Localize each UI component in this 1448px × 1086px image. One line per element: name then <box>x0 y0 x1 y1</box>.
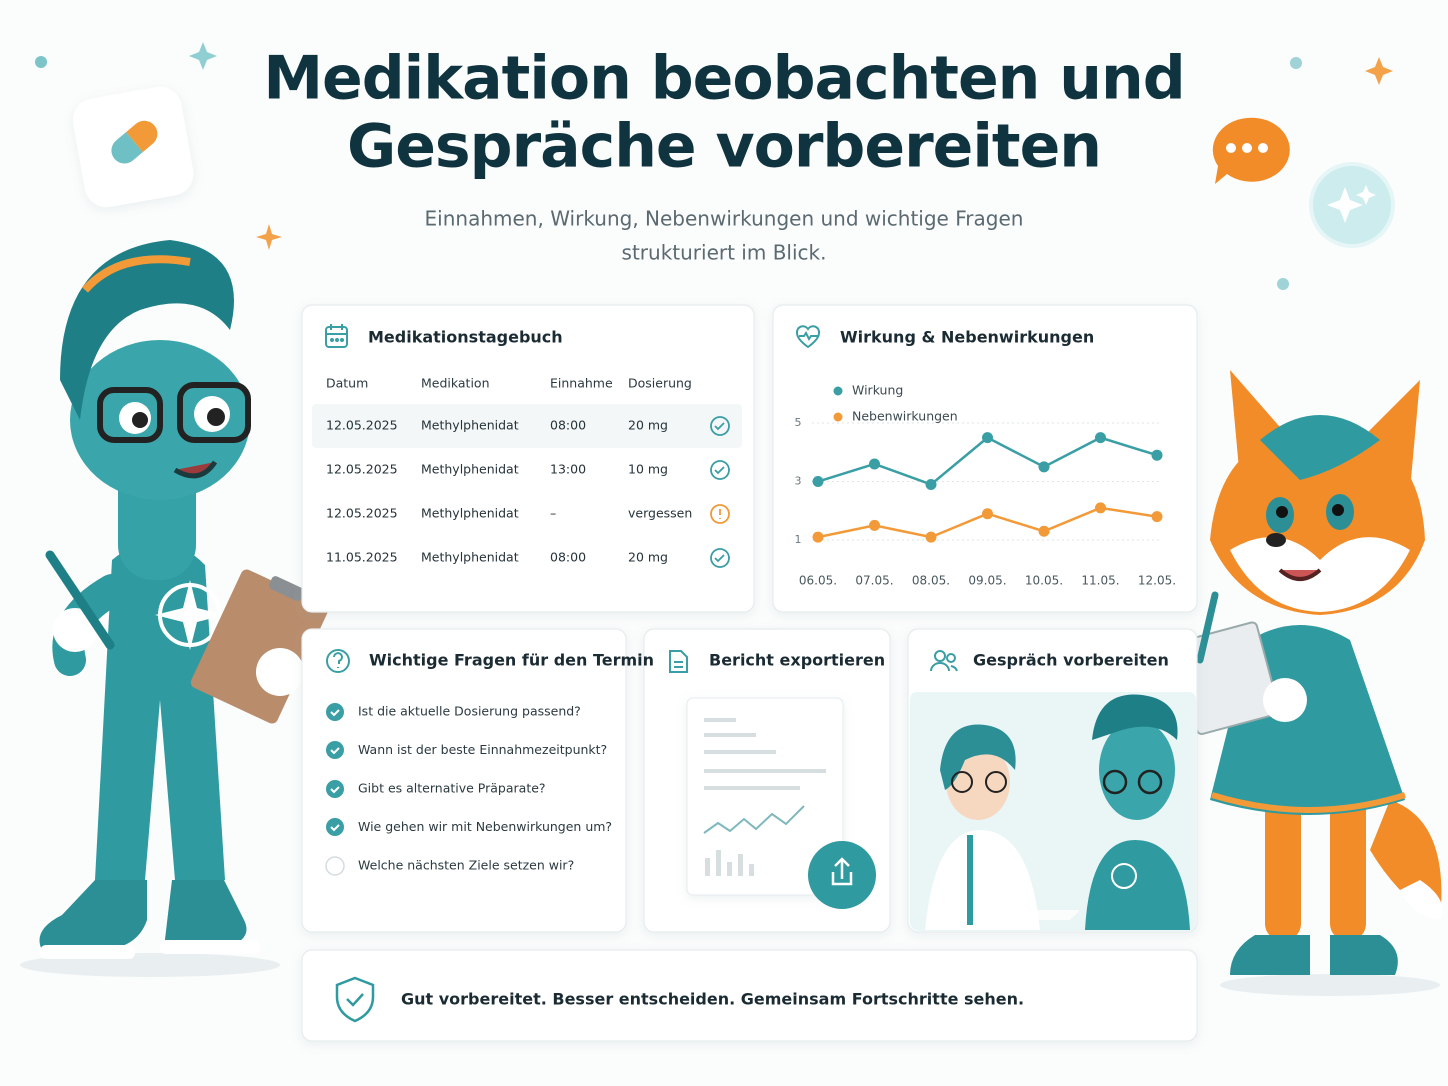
question: Gibt es alternative Präparate? <box>358 781 546 796</box>
data-point <box>1151 511 1163 523</box>
chart: 1 3 5 06.05. 07.05. 08.05. 09.05. 10.05. 11.05. 1… <box>795 383 1177 588</box>
table-cell: Methylphenidat <box>421 550 519 565</box>
table-cell: 08:00 <box>550 550 586 565</box>
y-tick-label: 1 <box>795 533 802 546</box>
table-cell: 11.05.2025 <box>326 550 398 565</box>
question-icon <box>326 649 350 673</box>
question: Welche nächsten Ziele setzen wir? <box>358 858 574 873</box>
calendar-icon <box>325 324 348 348</box>
table-cell: – <box>550 506 556 521</box>
card-title: Bericht exportieren <box>709 651 885 670</box>
x-tick-label: 08.05. <box>912 574 950 588</box>
data-point <box>982 508 993 520</box>
footer-text: Gut vorbereitet. Besser entscheiden. Gem… <box>401 990 1024 1009</box>
data-point <box>925 478 937 490</box>
data-point <box>1095 432 1106 444</box>
x-tick-label: 09.05. <box>968 574 1006 588</box>
question: Wann ist der beste Einnahmezeitpunkt? <box>358 742 607 757</box>
question: Ist die aktuelle Dosierung passend? <box>358 704 581 719</box>
y-tick-label: 5 <box>795 416 802 429</box>
table-cell: Methylphenidat <box>421 418 519 433</box>
data-point <box>982 432 993 444</box>
row-highlight <box>312 404 742 448</box>
column-header: Einnahme <box>550 376 613 391</box>
card-title: Gespräch vorbereiten <box>973 651 1169 670</box>
subtitle-line: strukturiert im Blick. <box>622 241 827 265</box>
table-cell: 08:00 <box>550 418 586 433</box>
x-tick-label: 07.05. <box>855 574 893 588</box>
y-tick-label: 3 <box>795 475 802 488</box>
question: Wie gehen wir mit Nebenwirkungen um? <box>358 819 612 834</box>
legend-marker <box>833 412 843 422</box>
column-header: Dosierung <box>628 376 692 391</box>
table-cell: Methylphenidat <box>421 506 519 521</box>
x-tick-label: 10.05. <box>1025 574 1063 588</box>
legend-marker <box>833 386 843 396</box>
data-point <box>812 531 824 543</box>
x-tick-label: 12.05. <box>1138 574 1176 588</box>
table-cell: 20 mg <box>628 550 668 565</box>
card-title: Medikationstagebuch <box>368 328 563 347</box>
data-point <box>1095 502 1106 514</box>
table-cell: 13:00 <box>550 462 586 477</box>
people-icon <box>930 650 958 672</box>
question-markers <box>325 703 345 876</box>
conversation-illustration <box>910 692 1196 931</box>
data-point <box>1151 449 1163 461</box>
card-title: Wichtige Fragen für den Termin <box>369 651 654 670</box>
table-cell: Methylphenidat <box>421 462 519 477</box>
table-cell: 20 mg <box>628 418 668 433</box>
table-cell: 10 mg <box>628 462 668 477</box>
table-cell: 12.05.2025 <box>326 462 398 477</box>
teal-character <box>20 240 328 977</box>
subtitle-line: Einnahmen, Wirkung, Nebenwirkungen und w… <box>425 207 1024 231</box>
title-line: Gespräche vorbereiten <box>347 112 1101 182</box>
table-cell: 12.05.2025 <box>326 506 398 521</box>
data-point <box>812 476 824 488</box>
data-point <box>925 531 937 543</box>
decorations <box>35 42 1395 290</box>
status-icons <box>710 416 730 568</box>
document-icon <box>669 650 688 673</box>
data-point <box>1038 525 1050 537</box>
column-header: Medikation <box>421 376 490 391</box>
table-cell: vergessen <box>628 506 692 521</box>
data-point <box>1038 461 1050 473</box>
chart-title: Wirkung & Nebenwirkungen <box>840 328 1094 347</box>
x-tick-label: 06.05. <box>799 574 837 588</box>
data-point <box>869 458 880 470</box>
column-header: Datum <box>326 376 368 391</box>
table-cell: 12.05.2025 <box>326 418 398 433</box>
heart-icon <box>795 325 821 349</box>
legend-label: Nebenwirkungen <box>852 409 958 424</box>
shield-icon <box>335 976 375 1023</box>
legend-label: Wirkung <box>852 383 903 398</box>
fox-character <box>1173 370 1443 996</box>
report-illustration <box>686 697 876 909</box>
data-point <box>869 519 880 531</box>
x-tick-label: 11.05. <box>1081 574 1119 588</box>
title-line: Medikation beobachten und <box>263 44 1184 114</box>
